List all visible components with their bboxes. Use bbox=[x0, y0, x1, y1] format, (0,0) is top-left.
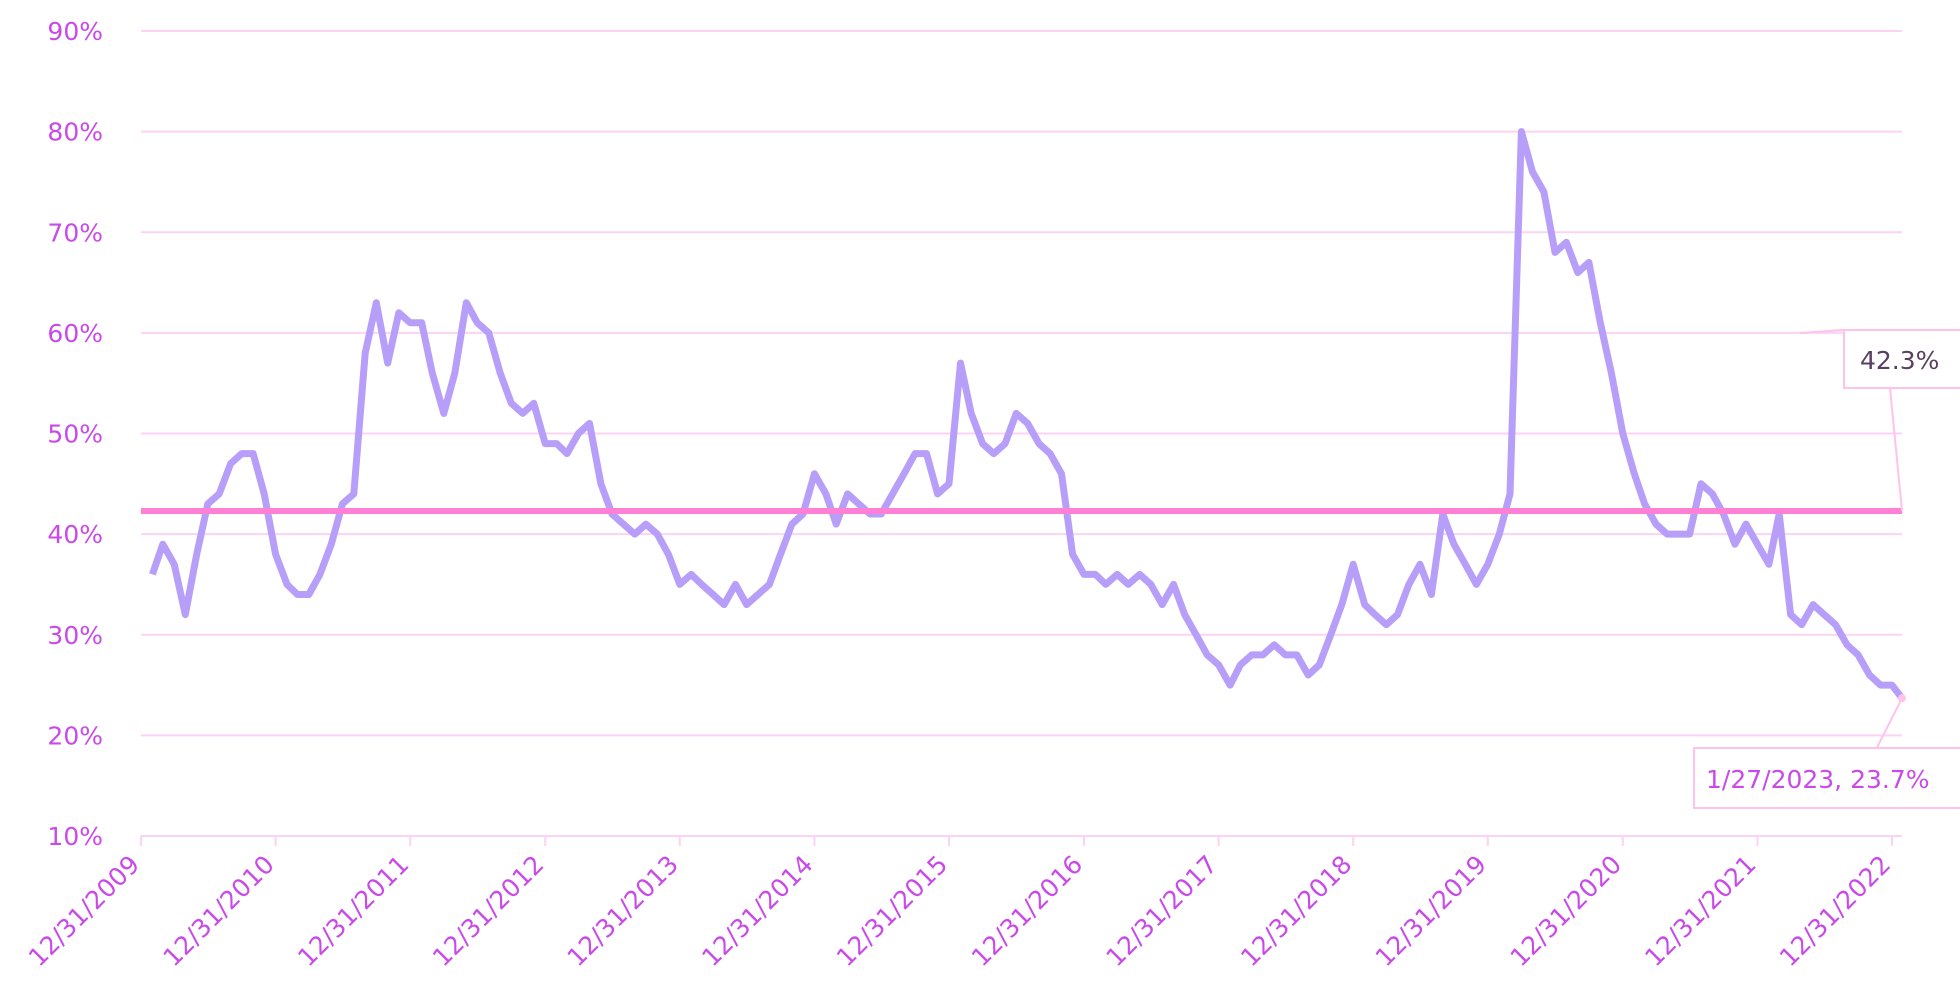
y-tick-label: 60% bbox=[47, 319, 103, 348]
x-tick-label: 12/31/2022 bbox=[1774, 850, 1896, 972]
y-tick-label: 50% bbox=[47, 420, 103, 449]
x-tick-label: 12/31/2009 bbox=[23, 850, 145, 972]
y-tick-label: 30% bbox=[47, 621, 103, 650]
x-tick-label: 12/31/2019 bbox=[1370, 850, 1492, 972]
last-label: 1/27/2023, 23.7% bbox=[1706, 765, 1930, 794]
x-tick-label: 12/31/2015 bbox=[831, 850, 953, 972]
x-tick-label: 12/31/2010 bbox=[157, 850, 279, 972]
y-tick-label: 80% bbox=[47, 118, 103, 147]
mean-label: 42.3% bbox=[1860, 346, 1939, 375]
y-tick-label: 90% bbox=[47, 17, 103, 46]
x-tick-label: 12/31/2016 bbox=[966, 850, 1088, 972]
last-label-box bbox=[1693, 747, 1960, 809]
x-tick-label: 12/31/2020 bbox=[1505, 850, 1627, 972]
y-tick-label: 40% bbox=[47, 520, 103, 549]
x-tick-label: 12/31/2012 bbox=[427, 850, 549, 972]
y-tick-label: 20% bbox=[47, 721, 103, 750]
y-tick-label: 70% bbox=[47, 218, 103, 247]
data-line bbox=[149, 128, 1905, 701]
mean-label-box bbox=[1843, 329, 1960, 389]
x-tick-label: 12/31/2021 bbox=[1639, 850, 1761, 972]
x-tick-label: 12/31/2011 bbox=[292, 850, 414, 972]
y-tick-label: 10% bbox=[47, 822, 103, 851]
x-tick-label: 12/31/2014 bbox=[696, 850, 818, 972]
x-tick-label: 12/31/2017 bbox=[1100, 850, 1222, 972]
x-tick-label: 12/31/2013 bbox=[562, 850, 684, 972]
x-tick-label: 12/31/2018 bbox=[1235, 850, 1357, 972]
